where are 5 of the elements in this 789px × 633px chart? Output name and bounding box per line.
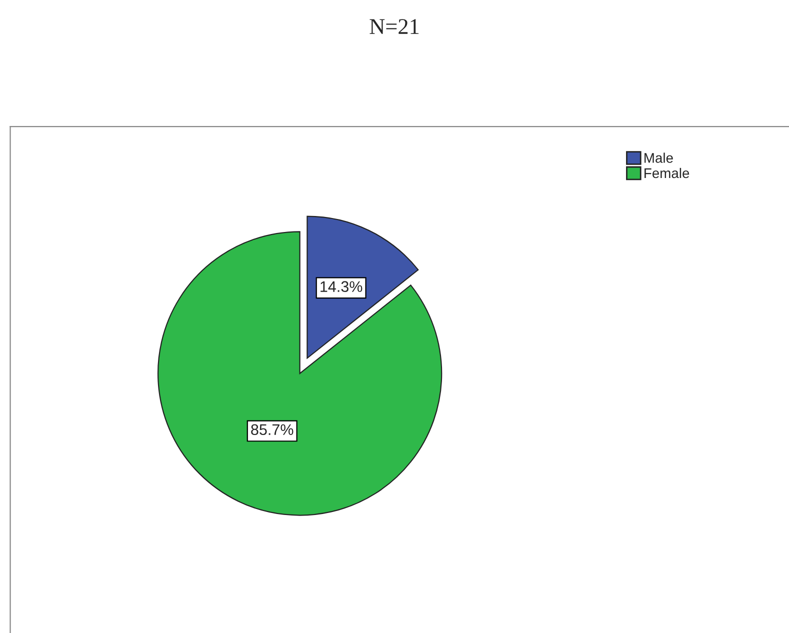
data-label: 85.7% — [251, 424, 294, 436]
data-label: 14.3% — [320, 281, 362, 292]
chart-title: N=21 — [370, 19, 419, 34]
legend-label: Female — [644, 168, 690, 178]
legend-label: Male — [644, 152, 673, 163]
